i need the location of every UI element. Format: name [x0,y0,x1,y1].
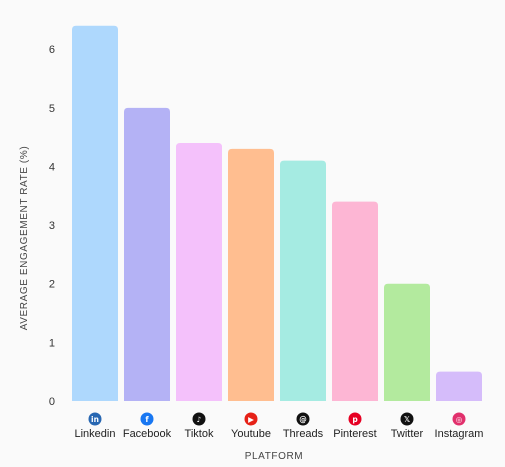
y-axis-ticks: 0 1 2 3 4 5 6 [49,44,55,408]
category-label: Instagram [435,428,484,440]
bar-threads [280,160,326,401]
bar-linkedin [72,25,118,402]
bar-tiktok [176,143,222,401]
instagram-icon: ◎ [452,412,466,426]
category-label: Pinterest [333,428,376,440]
y-tick-label: 3 [49,220,55,232]
bars [72,25,482,402]
y-tick-label: 6 [49,44,55,56]
bar-pinterest [332,201,378,401]
category-label: Facebook [123,428,172,440]
bar-instagram [436,371,482,401]
svg-text:p: p [352,415,358,424]
category-label: Twitter [391,428,424,440]
svg-text:▶: ▶ [248,415,254,424]
svg-text:@: @ [299,415,307,424]
category-label: Tiktok [185,428,214,440]
y-tick-label: 4 [49,161,55,173]
twitter-x-icon: 𝕏 [400,412,414,426]
y-tick-label: 1 [49,337,55,349]
bar-twitter [384,283,430,401]
bar-facebook [124,107,170,402]
y-tick-label: 0 [49,396,55,408]
bar-youtube [228,148,274,401]
category-label: Youtube [231,428,271,440]
tiktok-icon: ♪ [192,412,206,426]
linkedin-icon: in [88,412,102,426]
svg-text:f: f [145,415,149,424]
x-axis-categories: in Linkedin f Facebook ♪ Tiktok ▶ Youtube @ Threa… [75,412,484,440]
pinterest-icon: p [348,412,362,426]
y-axis-title: AVERAGE ENGAGEMENT RATE (%) [19,146,30,331]
svg-text:♪: ♪ [197,415,202,424]
youtube-icon: ▶ [244,412,258,426]
category-label: Linkedin [75,428,116,440]
svg-text:𝕏: 𝕏 [404,415,410,424]
x-axis-title: PLATFORM [245,451,304,462]
y-tick-label: 2 [49,279,55,291]
category-label: Threads [283,428,324,440]
facebook-icon: f [140,412,154,426]
svg-text:in: in [91,415,99,424]
y-tick-label: 5 [49,103,55,115]
svg-text:◎: ◎ [456,415,463,424]
threads-icon: @ [296,412,310,426]
